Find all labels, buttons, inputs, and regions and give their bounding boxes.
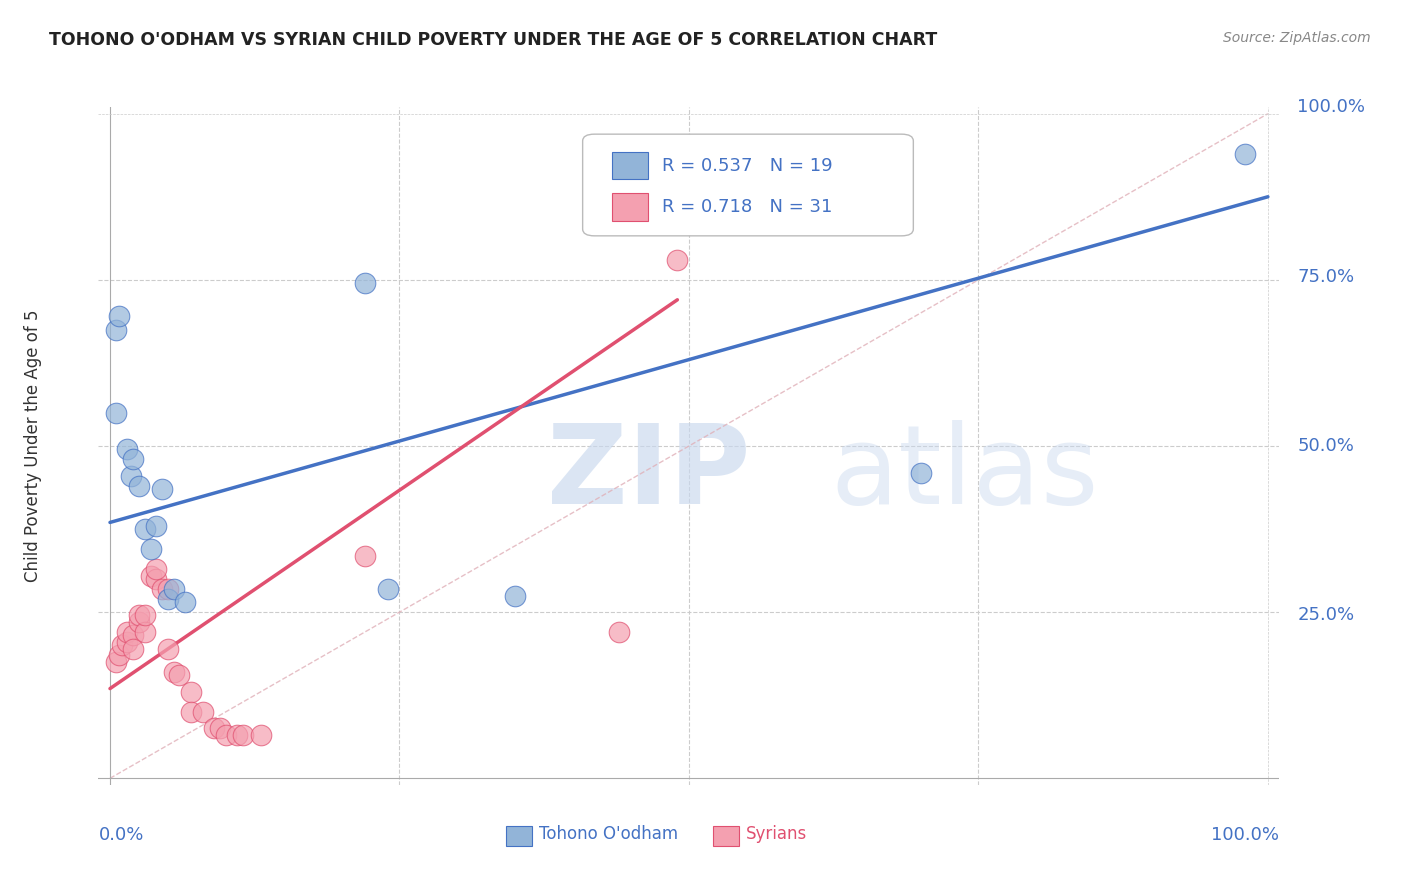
Point	[180, 685, 202, 699]
Point	[174, 595, 197, 609]
FancyBboxPatch shape	[506, 826, 531, 846]
Point	[128, 608, 150, 623]
Point	[156, 591, 179, 606]
Text: 25.0%: 25.0%	[1298, 607, 1354, 624]
Point	[134, 522, 156, 536]
Point	[156, 641, 179, 656]
Point	[145, 518, 167, 533]
Point	[1233, 146, 1256, 161]
Point	[104, 655, 127, 669]
Point	[122, 641, 145, 656]
Point	[609, 625, 631, 640]
Point	[139, 568, 162, 582]
Point	[104, 406, 127, 420]
Point	[108, 310, 131, 324]
FancyBboxPatch shape	[612, 152, 648, 179]
Text: 100.0%: 100.0%	[1298, 98, 1365, 116]
Point	[156, 582, 179, 596]
Point	[145, 572, 167, 586]
Point	[353, 549, 375, 563]
Point	[139, 541, 162, 556]
Point	[134, 625, 156, 640]
Point	[180, 705, 202, 719]
Text: Source: ZipAtlas.com: Source: ZipAtlas.com	[1223, 31, 1371, 45]
Text: 75.0%: 75.0%	[1298, 268, 1354, 285]
Text: R = 0.537   N = 19: R = 0.537 N = 19	[662, 157, 832, 175]
Point	[215, 728, 238, 742]
Point	[191, 705, 214, 719]
Point	[169, 668, 191, 682]
Point	[128, 479, 150, 493]
Point	[202, 722, 225, 736]
Point	[666, 252, 689, 267]
Point	[120, 469, 142, 483]
Point	[122, 628, 145, 642]
Point	[150, 582, 173, 596]
Text: 0.0%: 0.0%	[98, 826, 143, 844]
Text: ZIP: ZIP	[547, 419, 751, 526]
Point	[249, 728, 271, 742]
Point	[145, 562, 167, 576]
Point	[910, 466, 932, 480]
Text: R = 0.718   N = 31: R = 0.718 N = 31	[662, 198, 832, 216]
Text: Syrians: Syrians	[745, 825, 807, 844]
FancyBboxPatch shape	[612, 194, 648, 220]
Point	[208, 722, 231, 736]
Point	[134, 608, 156, 623]
Text: 50.0%: 50.0%	[1298, 437, 1354, 455]
Point	[117, 635, 139, 649]
Point	[117, 442, 139, 457]
Point	[353, 276, 375, 290]
Text: Tohono O'odham: Tohono O'odham	[538, 825, 678, 844]
Point	[122, 452, 145, 467]
FancyBboxPatch shape	[582, 134, 914, 235]
Point	[104, 323, 127, 337]
Point	[163, 582, 186, 596]
Point	[503, 589, 526, 603]
Point	[108, 648, 131, 663]
Text: Child Poverty Under the Age of 5: Child Poverty Under the Age of 5	[24, 310, 42, 582]
Point	[110, 639, 132, 653]
Point	[128, 615, 150, 629]
Point	[377, 582, 399, 596]
Point	[150, 482, 173, 496]
Text: 100.0%: 100.0%	[1212, 826, 1279, 844]
Point	[226, 728, 249, 742]
Text: TOHONO O'ODHAM VS SYRIAN CHILD POVERTY UNDER THE AGE OF 5 CORRELATION CHART: TOHONO O'ODHAM VS SYRIAN CHILD POVERTY U…	[49, 31, 938, 49]
Text: atlas: atlas	[831, 419, 1099, 526]
Point	[163, 665, 186, 679]
Point	[117, 625, 139, 640]
FancyBboxPatch shape	[713, 826, 738, 846]
Point	[232, 728, 254, 742]
